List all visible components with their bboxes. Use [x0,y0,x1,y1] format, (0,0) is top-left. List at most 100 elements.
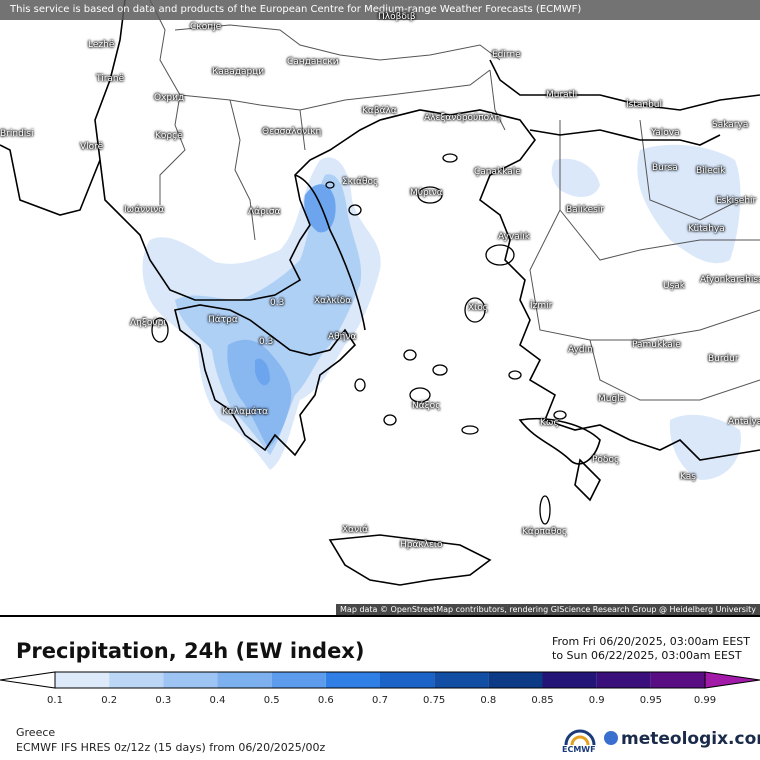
city-label: Kaş [680,472,696,482]
city-label: Balıkesir [566,205,605,215]
city-label: Κως [540,418,559,428]
color-scale-bin [542,672,597,688]
color-scale-tick-label: 0.5 [263,695,280,706]
color-scale-ticks: 0.1 0.2 0.3 0.4 0.5 0.6 0.7 0.75 0.8 0.85 0.9 0.95 0… [0,695,760,709]
ecmwf-banner: This service is based on data and produc… [0,0,760,20]
period-from: From Fri 06/20/2025, 03:00am EEST [552,635,750,648]
city-label: Ρόδος [592,455,620,465]
value-label: 0.3 [270,298,285,308]
city-label: Кавадарци [212,67,265,77]
city-label: Kütahya [688,224,725,234]
city-label: Κορçë [155,131,183,141]
city-label: Ληξούρι [130,318,167,328]
color-scale-bin [109,672,164,688]
city-label: Burdur [708,354,739,364]
city-label: Νάξος [412,401,441,411]
city-label: Ηράκλειο [400,540,443,550]
city-label: Eskişehir [716,196,757,206]
city-label: Yalova [651,128,680,138]
color-scale-tick-label: 0.1 [47,695,63,706]
color-scale-tick-label: 0.6 [317,695,334,706]
city-label: Μύρινα [410,188,443,198]
city-label: Muratlı [546,90,578,100]
city-label: Ayvalık [498,232,530,242]
legend-title: Precipitation, 24h (EW index) [16,639,365,663]
color-scale-tick-label: 0.9 [588,695,605,706]
city-label: Lezhë [88,40,115,50]
city-label: Uşak [663,281,686,291]
city-label: Сандански [287,57,339,67]
color-scale-overflow [704,671,760,689]
city-label: Muğla [598,394,626,404]
value-label: 0.3 [259,337,274,347]
color-scale-tick-label: 0.75 [423,695,446,706]
city-label: Πλόβδιβ [378,12,416,22]
city-label: Κάρπαθος [522,527,568,537]
city-label: Çanakkale [474,167,521,177]
city-label: Aydın [568,345,593,355]
color-scale-bin [55,672,110,688]
city-label: Brindisi [0,129,34,139]
precipitation-layer [142,144,741,480]
city-label: İstanbul [626,100,663,110]
color-scale-tick-label: 0.8 [480,695,497,706]
color-scale-bin [380,672,435,688]
city-label: Antalya [728,417,760,427]
city-label: Скопје [190,22,222,32]
map-attribution: Map data © OpenStreetMap contributors, r… [336,604,760,615]
city-label: Bilecik [696,166,726,176]
color-scale-tick-label: 0.3 [155,695,172,706]
city-label: Bursa [652,163,678,173]
map-panel[interactable]: This service is based on data and produc… [0,0,760,617]
city-label: Tiranë [96,74,125,84]
city-label: Λάρισα [248,207,281,217]
color-scale-tick-label: 0.99 [693,695,717,706]
city-label: Σκιάθος [342,177,379,187]
period-to: to Sun 06/22/2025, 03:00am EEST [552,649,742,662]
region-label: Greece [16,726,56,739]
city-label: Pamukkale [632,340,681,350]
meteologix-logo[interactable]: meteologix.com [604,729,760,749]
map-svg [0,0,760,586]
city-label: Χίος [468,303,488,313]
city-label: Πάτρα [208,315,238,325]
borders-layer [149,0,760,401]
color-scale-bin [596,672,651,688]
color-scale-tick-label: 0.4 [209,695,226,706]
ecmwf-logo-text: ECMWF [562,745,596,754]
coastline-layer [0,0,760,586]
color-scale-tick-label: 0.85 [531,695,554,706]
city-label: Afyonkarahisar [700,275,760,285]
color-scale-bin [163,672,218,688]
city-label: Vlorë [80,142,104,152]
city-label: Χαλκίδα [314,296,352,306]
city-label: Καβάλα [362,106,397,116]
city-label: Θεσσαλονίκη [262,127,322,137]
color-scale-bin [650,672,705,688]
city-label: Αθήνα [328,332,357,342]
islands-layer [151,153,567,525]
color-scale-tick-label: 0.2 [101,695,118,706]
color-scale-bin [325,672,380,688]
city-label: Ιωάννινα [124,205,165,215]
city-label: Αλεξανδρούπολη [424,113,501,123]
color-scale-bar [0,671,760,689]
color-scale-tick-label: 0.7 [372,695,388,706]
ecmwf-logo: ECMWF [560,725,600,757]
color-scale-tick-label: 0.95 [639,695,662,706]
color-scale-bin [488,672,543,688]
meteologix-logo-icon [604,731,618,745]
city-label: Καλαμάτα [222,407,269,417]
meteologix-logo-text: meteologix.com [621,729,760,749]
forecast-period: From Fri 06/20/2025, 03:00am EEST to Sun… [552,635,750,663]
city-label: İzmir [530,301,553,311]
color-scale-bin [217,672,272,688]
color-scale-bin [434,672,489,688]
legend-panel: Precipitation, 24h (EW index) From Fri 0… [0,619,760,760]
city-label: Sakarya [712,120,749,130]
model-label: ECMWF IFS HRES 0z/12z (15 days) from 06/… [16,741,326,754]
color-scale-bin [271,672,326,688]
city-label: Χανιά [342,525,369,535]
color-scale-underflow [0,671,56,689]
city-label: Охрид [154,93,185,103]
